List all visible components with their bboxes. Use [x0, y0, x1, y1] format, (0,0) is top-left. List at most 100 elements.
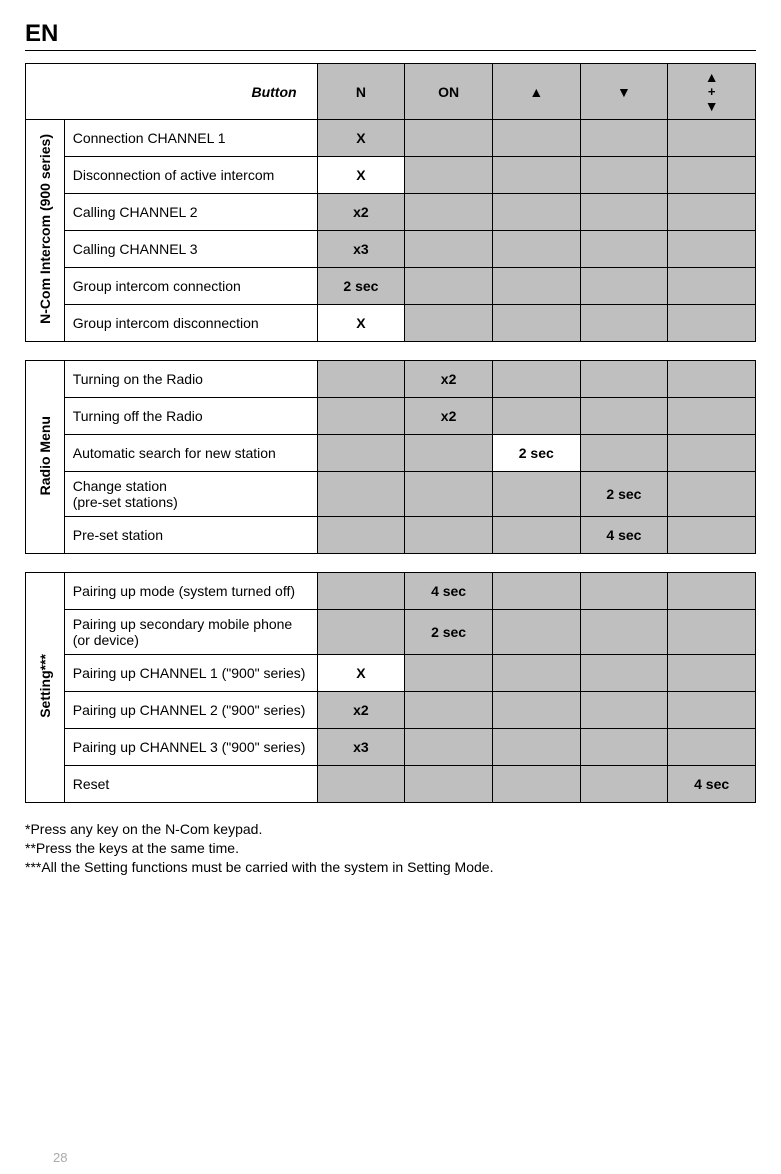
val-n: X: [317, 655, 405, 692]
val-down: [580, 231, 668, 268]
table-row: Change station (pre-set stations) 2 sec: [26, 472, 756, 517]
val-up: [492, 194, 580, 231]
val-n: X: [317, 305, 405, 342]
val-up: [492, 692, 580, 729]
page-number: 28: [53, 1150, 67, 1165]
val-down: [580, 573, 668, 610]
footnote-2: **Press the keys at the same time.: [25, 840, 756, 856]
val-up: [492, 305, 580, 342]
val-up: [492, 517, 580, 554]
val-down: [580, 157, 668, 194]
val-n: [317, 766, 405, 803]
table-row: Pairing up secondary mobile phone (or de…: [26, 610, 756, 655]
table-row: Pairing up CHANNEL 3 ("900" series) x3: [26, 729, 756, 766]
val-combo: [668, 655, 756, 692]
val-up: 2 sec: [492, 435, 580, 472]
val-down: [580, 766, 668, 803]
setting-table: Setting*** Pairing up mode (system turne…: [25, 572, 756, 803]
val-combo: [668, 729, 756, 766]
table-row: Pairing up CHANNEL 1 ("900" series) X: [26, 655, 756, 692]
val-down: [580, 729, 668, 766]
val-on: [405, 766, 493, 803]
page-header: EN: [25, 20, 756, 51]
val-on: [405, 517, 493, 554]
table-row: Radio Menu Turning on the Radio x2: [26, 361, 756, 398]
func-cell: Calling CHANNEL 3: [64, 231, 317, 268]
val-up: [492, 766, 580, 803]
val-n: [317, 361, 405, 398]
val-n: 2 sec: [317, 268, 405, 305]
func-cell: Disconnection of active intercom: [64, 157, 317, 194]
val-on: x2: [405, 398, 493, 435]
val-up: [492, 120, 580, 157]
table-row: Group intercom disconnection X: [26, 305, 756, 342]
val-on: 2 sec: [405, 610, 493, 655]
val-on: [405, 692, 493, 729]
val-on: x2: [405, 361, 493, 398]
val-up: [492, 361, 580, 398]
val-n: X: [317, 120, 405, 157]
table-row: Reset 4 sec: [26, 766, 756, 803]
val-combo: [668, 517, 756, 554]
val-down: [580, 268, 668, 305]
col-combo: ▲ + ▼: [668, 64, 756, 120]
val-on: [405, 472, 493, 517]
val-up: [492, 268, 580, 305]
val-up: [492, 729, 580, 766]
val-combo: [668, 361, 756, 398]
val-on: 4 sec: [405, 573, 493, 610]
val-n: x3: [317, 729, 405, 766]
val-combo: [668, 157, 756, 194]
val-down: [580, 435, 668, 472]
val-up: [492, 231, 580, 268]
val-down: [580, 692, 668, 729]
table-row: Automatic search for new station 2 sec: [26, 435, 756, 472]
val-combo: [668, 231, 756, 268]
section-label-intercom: N-Com Intercom (900 series): [26, 120, 65, 342]
intercom-table: Button N ON ▲ ▼ ▲ + ▼ N-Com Intercom (90…: [25, 63, 756, 342]
footnote-3: ***All the Setting functions must be car…: [25, 859, 756, 875]
func-cell: Pairing up CHANNEL 2 ("900" series): [64, 692, 317, 729]
table-row: Disconnection of active intercom X: [26, 157, 756, 194]
val-n: [317, 517, 405, 554]
val-on: [405, 194, 493, 231]
val-down: 2 sec: [580, 472, 668, 517]
val-combo: [668, 268, 756, 305]
table-row: Pairing up CHANNEL 2 ("900" series) x2: [26, 692, 756, 729]
val-combo: [668, 692, 756, 729]
val-up: [492, 157, 580, 194]
radio-table: Radio Menu Turning on the Radio x2 Turni…: [25, 360, 756, 554]
section-label-radio: Radio Menu: [26, 361, 65, 554]
val-combo: [668, 398, 756, 435]
func-cell: Turning off the Radio: [64, 398, 317, 435]
val-on: [405, 231, 493, 268]
val-n: [317, 610, 405, 655]
func-cell: Connection CHANNEL 1: [64, 120, 317, 157]
func-cell: Automatic search for new station: [64, 435, 317, 472]
val-up: [492, 472, 580, 517]
table-row: Calling CHANNEL 3 x3: [26, 231, 756, 268]
footnotes: *Press any key on the N-Com keypad. **Pr…: [25, 821, 756, 875]
header-row: Button N ON ▲ ▼ ▲ + ▼: [26, 64, 756, 120]
val-n: [317, 472, 405, 517]
table-row: Turning off the Radio x2: [26, 398, 756, 435]
func-cell: Reset: [64, 766, 317, 803]
func-cell: Group intercom disconnection: [64, 305, 317, 342]
val-down: [580, 305, 668, 342]
val-n: [317, 435, 405, 472]
func-cell: Pairing up CHANNEL 3 ("900" series): [64, 729, 317, 766]
val-up: [492, 655, 580, 692]
col-down: ▼: [580, 64, 668, 120]
val-n: x3: [317, 231, 405, 268]
col-n: N: [317, 64, 405, 120]
func-cell: Calling CHANNEL 2: [64, 194, 317, 231]
val-combo: [668, 194, 756, 231]
val-n: x2: [317, 194, 405, 231]
col-button: Button: [26, 64, 318, 120]
func-cell: Pairing up CHANNEL 1 ("900" series): [64, 655, 317, 692]
combo-up-icon: ▲: [705, 69, 719, 85]
val-down: 4 sec: [580, 517, 668, 554]
col-up: ▲: [492, 64, 580, 120]
val-combo: [668, 472, 756, 517]
val-down: [580, 120, 668, 157]
